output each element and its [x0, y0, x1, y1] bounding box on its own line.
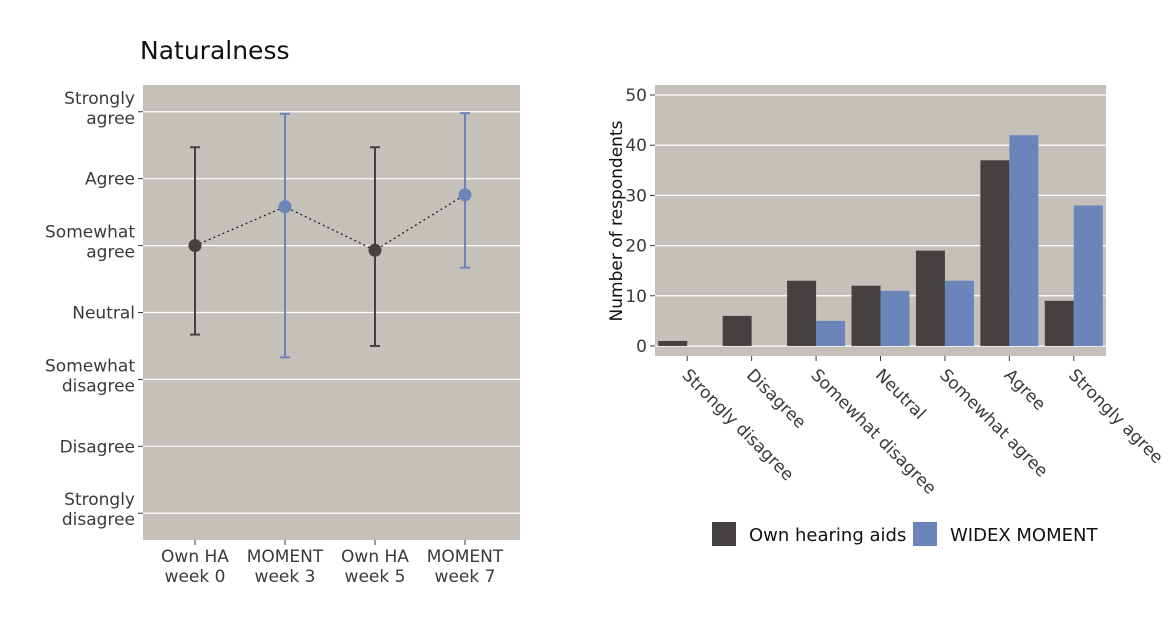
y-tick-label-line: agree [86, 109, 135, 129]
x-tick-label: Neutral [871, 365, 930, 424]
x-tick-label: Somewhat disagree [807, 365, 940, 498]
bar [851, 285, 881, 346]
x-tick-label: MOMENT week 3 [247, 547, 324, 587]
x-tick-label: Disagree [742, 365, 809, 432]
x-tick-label-line: Own HA [161, 547, 229, 567]
x-tick-label-line: week 0 [165, 567, 226, 587]
right-y-axis: 0 10 20 30 40 50 [625, 86, 655, 357]
y-tick-label: 30 [625, 186, 647, 206]
bar [980, 160, 1010, 346]
mean-point [368, 243, 382, 257]
y-tick-label-line: Strongly [64, 89, 135, 109]
y-tick-label-line: Somewhat [45, 223, 135, 243]
x-tick-label-line: MOMENT [427, 547, 504, 567]
dotted-connector [194, 194, 466, 252]
y-tick-label: Strongly disagree [62, 490, 135, 530]
mean-point [278, 200, 292, 214]
chart-title: Naturalness [140, 36, 290, 65]
y-tick-label: 50 [625, 86, 647, 106]
y-tick-label-line: Neutral [72, 304, 135, 324]
x-tick-label: MOMENT week 7 [427, 547, 504, 587]
bar [944, 280, 974, 346]
legend-label: WIDEX MOMENT [950, 525, 1098, 546]
x-tick-label: Agree [1000, 365, 1049, 414]
y-tick-label-line: Agree [85, 170, 135, 190]
legend-swatch [712, 522, 736, 546]
bar [1009, 135, 1039, 346]
y-tick-label: Agree [85, 170, 135, 190]
legend: Own hearing aids WIDEX MOMENT [712, 522, 1098, 546]
y-tick-label-line: agree [86, 243, 135, 263]
y-tick-label-line: Disagree [60, 437, 135, 457]
bar [816, 320, 846, 346]
y-tick-label-line: disagree [62, 510, 135, 530]
y-tick-label: 0 [636, 337, 647, 357]
bar [1044, 300, 1074, 346]
bar [915, 250, 945, 346]
bar [880, 290, 910, 346]
bar [658, 340, 688, 346]
left-data-marks [188, 112, 472, 359]
mean-point [188, 239, 202, 253]
x-tick-label: Own HA week 5 [341, 547, 409, 587]
x-tick-label-line: Own HA [341, 547, 409, 567]
bar [787, 280, 817, 346]
x-tick-label-line: week 3 [255, 567, 316, 587]
y-tick-label: Strongly agree [64, 89, 135, 129]
x-tick-label-line: week 5 [345, 567, 406, 587]
y-tick-label: Somewhat disagree [45, 356, 135, 396]
y-tick-label: 20 [625, 237, 647, 257]
y-tick-label: Neutral [72, 304, 135, 324]
left-gridlines [143, 111, 520, 514]
mean-point [458, 188, 472, 202]
x-tick-label-line: week 7 [435, 567, 496, 587]
naturalness-chart: Naturalness Strongly disagreeDisagreeSome… [45, 36, 520, 587]
y-tick-label: Somewhat agree [45, 223, 135, 263]
bar [722, 315, 752, 346]
y-axis-label: Number of respondents [607, 120, 627, 321]
bar [1073, 205, 1103, 346]
x-tick-label: Own HA week 0 [161, 547, 229, 587]
legend-swatch [913, 522, 937, 546]
right-bars [658, 135, 1103, 346]
x-tick-label: Strongly disagree [678, 365, 798, 485]
legend-label: Own hearing aids [749, 525, 906, 546]
y-tick-label-line: Somewhat [45, 356, 135, 376]
y-tick-label-line: Strongly [64, 490, 135, 510]
x-tick-label-line: MOMENT [247, 547, 324, 567]
y-tick-label: 10 [625, 287, 647, 307]
y-tick-label: Disagree [60, 437, 135, 457]
y-tick-label-line: disagree [62, 376, 135, 396]
x-tick-label: Somewhat agree [935, 365, 1051, 481]
x-tick-label: Strongly agree [1064, 365, 1167, 468]
y-tick-label: 40 [625, 136, 647, 156]
